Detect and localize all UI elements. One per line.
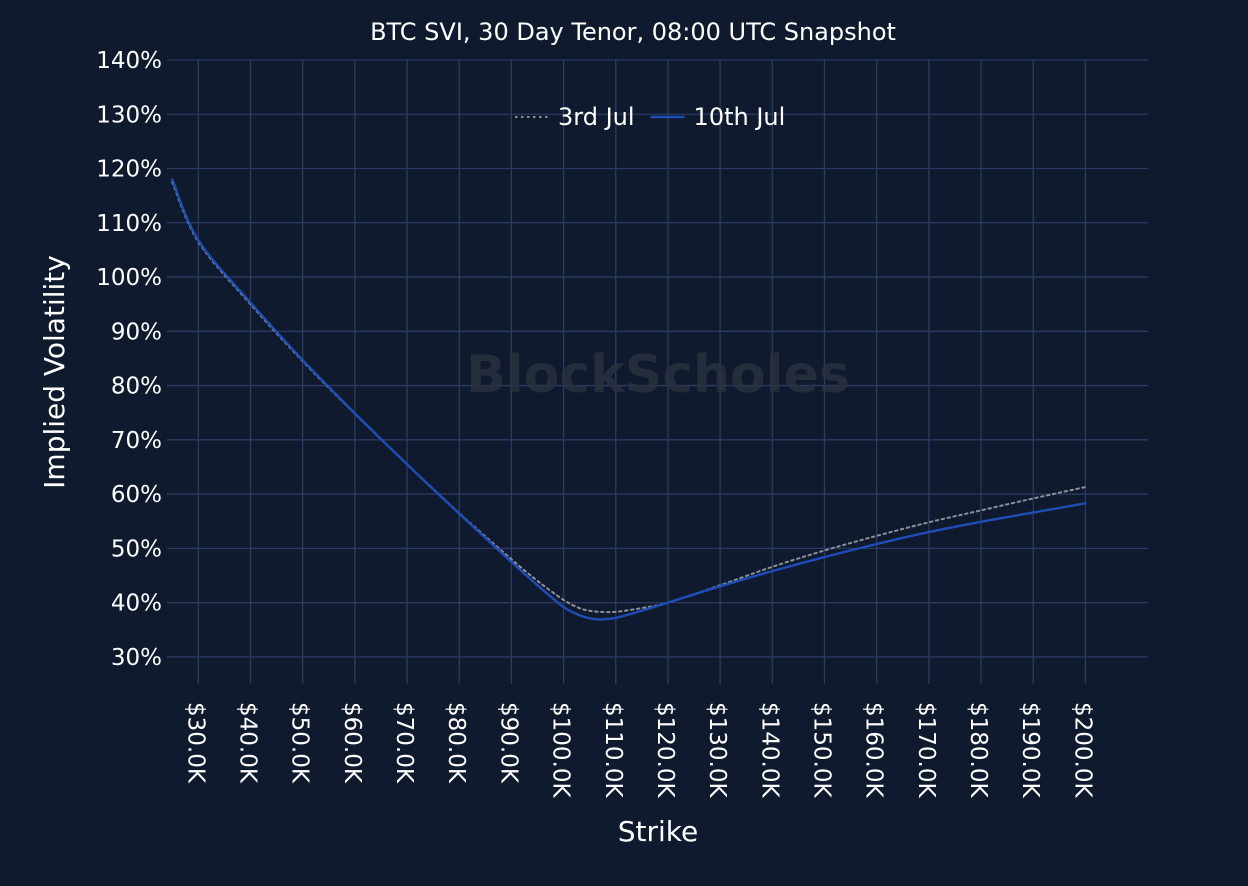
y-axis-ticks: 30% 40% 50% 60% 70% 80% 90% 100% 110% 120% 130% 140… [96, 48, 162, 671]
y-tick-label: 120% [96, 157, 162, 183]
grid [167, 59, 1148, 684]
x-tick-label: $110.0K [600, 702, 626, 798]
x-axis-ticks: $30.0K $40.0K $50.0K $60.0K $70.0K $80.0K $90.… [182, 702, 1095, 798]
x-tick-label: $100.0K [548, 702, 574, 798]
x-tick-label: $130.0K [704, 702, 730, 798]
x-tick-label: $30.0K [182, 702, 208, 784]
x-tick-label: $60.0K [339, 702, 365, 784]
legend-label: 10th Jul [694, 103, 786, 131]
x-tick-label: $90.0K [495, 702, 521, 784]
x-tick-label: $170.0K [913, 702, 939, 798]
series-line-1[interactable] [171, 181, 1087, 614]
x-tick-label: $200.0K [1069, 702, 1095, 798]
x-tick-label: $150.0K [808, 702, 834, 798]
y-axis-title: Implied Volatility [38, 255, 71, 489]
y-tick-label: 90% [111, 319, 162, 345]
y-tick-label: 60% [111, 482, 162, 508]
series-line-2[interactable] [171, 178, 1087, 621]
y-tick-label: 80% [111, 374, 162, 400]
series-lines [171, 178, 1087, 621]
x-tick-label: $70.0K [391, 702, 417, 784]
x-tick-label: $80.0K [443, 702, 469, 784]
y-tick-label: 140% [96, 48, 162, 74]
y-tick-label: 100% [96, 265, 162, 291]
y-tick-label: 40% [111, 591, 162, 617]
x-tick-label: $120.0K [652, 702, 678, 798]
y-tick-label: 110% [96, 211, 162, 237]
x-tick-label: $190.0K [1017, 702, 1043, 798]
x-tick-label: $50.0K [287, 702, 313, 784]
legend[interactable]: 3rd Jul 10th Jul [515, 103, 785, 131]
legend-item[interactable]: 3rd Jul [515, 103, 635, 131]
legend-item[interactable]: 10th Jul [650, 103, 786, 131]
x-tick-label: $140.0K [756, 702, 782, 798]
x-tick-label: $180.0K [965, 702, 991, 798]
y-tick-label: 30% [111, 645, 162, 671]
x-tick-label: $40.0K [234, 702, 260, 784]
chart-title: BTC SVI, 30 Day Tenor, 08:00 UTC Snapsho… [370, 18, 896, 46]
legend-label: 3rd Jul [558, 103, 635, 131]
watermark-logo: BlockScholes [466, 345, 850, 405]
y-tick-label: 50% [111, 536, 162, 562]
y-tick-label: 70% [111, 428, 162, 454]
x-axis-title: Strike [618, 815, 699, 848]
y-tick-label: 130% [96, 102, 162, 128]
x-tick-label: $160.0K [861, 702, 887, 798]
